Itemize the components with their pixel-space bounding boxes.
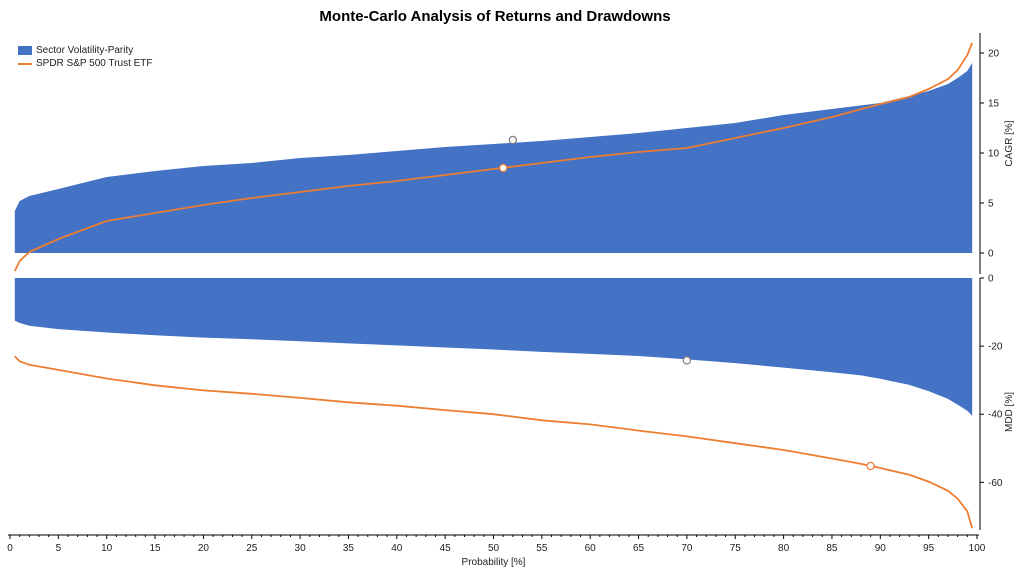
cagr-tick-label: 0 (988, 249, 994, 260)
x-tick-label: 5 (56, 543, 62, 554)
cagr-marker-0 (508, 135, 517, 145)
x-tick-label: 40 (391, 543, 403, 554)
legend-label-line: SPDR S&P 500 Trust ETF (36, 58, 153, 69)
x-tick-label: 100 (969, 543, 986, 554)
mdd-tick-label: -60 (988, 478, 1003, 489)
x-tick-label: 75 (730, 543, 742, 554)
x-tick-label: 95 (923, 543, 935, 554)
mdd-line-series (14, 355, 974, 529)
chart-title: Monte-Carlo Analysis of Returns and Draw… (319, 8, 671, 25)
legend-item-line: SPDR S&P 500 Trust ETF (18, 57, 153, 70)
legend-label-area: Sector Volatility-Parity (36, 45, 134, 56)
x-tick-label: 20 (198, 543, 210, 554)
mdd-marker-1 (866, 461, 875, 471)
cagr-tick-label: 10 (988, 149, 1000, 160)
x-tick-label: 80 (778, 543, 790, 554)
legend-item-area: Sector Volatility-Parity (18, 44, 153, 57)
mdd-marker-0 (682, 356, 692, 365)
x-tick-label: 15 (149, 543, 161, 554)
x-tick-label: 35 (343, 543, 355, 554)
cagr-tick-label: 5 (988, 199, 994, 210)
x-tick-label: 90 (875, 543, 887, 554)
cagr-tick-label: 20 (988, 49, 1000, 60)
mdd-tick-label: -40 (988, 410, 1003, 421)
x-tick-label: 10 (101, 543, 113, 554)
x-tick-label: 85 (826, 543, 838, 554)
cagr-line-series (13, 42, 974, 272)
cagr-tick-label: 15 (988, 99, 1000, 110)
x-tick-label: 0 (7, 543, 13, 554)
x-tick-label: 50 (488, 543, 500, 554)
x-tick-label: 25 (246, 543, 258, 554)
x-tick-label: 30 (295, 543, 307, 554)
mdd-tick-label: -20 (988, 342, 1003, 353)
legend-swatch-area (18, 46, 32, 55)
mdd-axis-label: MDD [%] (1004, 392, 1015, 432)
mdd-area-series (14, 278, 973, 416)
cagr-area-series (14, 63, 973, 253)
x-tick-label: 65 (633, 543, 645, 554)
cagr-marker-1 (499, 163, 508, 173)
legend-swatch-line (18, 62, 32, 65)
x-tick-label: 60 (585, 543, 597, 554)
cagr-axis-label: CAGR [%] (1004, 120, 1015, 166)
legend: Sector Volatility-Parity SPDR S&P 500 Tr… (18, 44, 153, 70)
x-tick-label: 45 (440, 543, 452, 554)
x-axis-label: Probability [%] (462, 557, 526, 568)
x-tick-label: 55 (536, 543, 548, 554)
mdd-tick-label: 0 (988, 274, 994, 285)
x-tick-label: 70 (681, 543, 693, 554)
